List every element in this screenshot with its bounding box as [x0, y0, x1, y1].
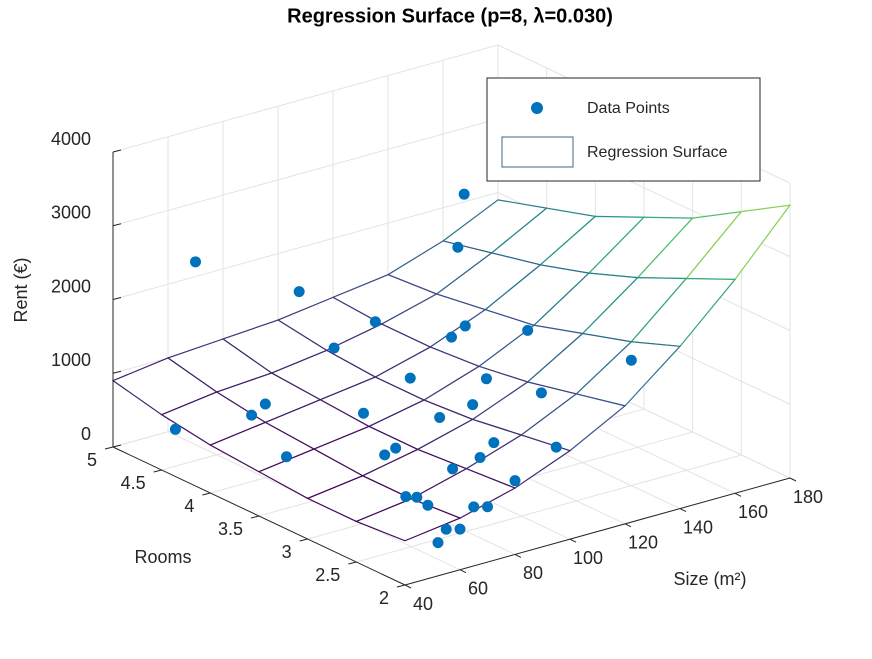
- data-point: [422, 499, 434, 511]
- tick-mark: [734, 492, 742, 497]
- data-point: [535, 387, 547, 399]
- tick-mark: [624, 523, 632, 528]
- data-point: [400, 491, 412, 503]
- data-point: [379, 449, 391, 461]
- data-point: [509, 475, 521, 487]
- surface: [111, 199, 792, 542]
- tick-mark: [514, 553, 522, 558]
- x-tick-label: 60: [468, 578, 488, 598]
- y-tick-label: 2.5: [315, 565, 340, 585]
- data-point: [369, 316, 381, 328]
- y-axis-title: Rooms: [134, 547, 191, 567]
- data-point: [488, 437, 500, 449]
- z-tick-label: 0: [81, 424, 91, 444]
- x-tick-label: 140: [683, 517, 713, 537]
- axis-line: [404, 477, 791, 586]
- z-tick-label: 2000: [51, 276, 91, 296]
- legend-label: Regression Surface: [587, 144, 728, 161]
- tick-mark: [250, 515, 260, 519]
- z-tick-label: 4000: [51, 129, 91, 149]
- x-tick-label: 40: [413, 594, 433, 614]
- y-tick-label: 3: [282, 542, 292, 562]
- legend-label: Data Points: [587, 100, 670, 117]
- tick-mark: [348, 561, 357, 565]
- data-point: [474, 452, 486, 464]
- data-point: [446, 331, 457, 343]
- x-tick-label: 160: [738, 502, 768, 522]
- legend-swatch: [501, 136, 574, 168]
- tick-mark: [153, 469, 162, 473]
- data-point: [454, 523, 466, 535]
- x-tick-label: 180: [793, 487, 823, 507]
- data-point: [482, 501, 493, 513]
- surface-cell: [354, 498, 462, 542]
- x-tick-label: 100: [573, 548, 603, 568]
- x-tick-label: 120: [628, 533, 658, 553]
- grid-line: [112, 44, 499, 153]
- tick-mark: [789, 477, 797, 482]
- points: [169, 188, 637, 549]
- data-point: [411, 491, 423, 503]
- data-point: [434, 412, 446, 424]
- data-point: [480, 373, 492, 385]
- data-point: [452, 241, 464, 253]
- tick-mark: [202, 492, 211, 496]
- data-point: [522, 324, 534, 336]
- data-point: [190, 256, 201, 268]
- grid-line: [356, 454, 742, 563]
- data-point: [468, 501, 480, 513]
- data-point: [458, 188, 470, 200]
- data-point: [246, 409, 258, 421]
- tick-mark: [112, 444, 122, 448]
- data-point: [390, 442, 402, 454]
- y-tick-label: 4.5: [121, 473, 146, 493]
- grid-line: [112, 118, 499, 227]
- data-point: [625, 354, 637, 366]
- grid-line: [112, 192, 499, 300]
- x-tick-label: 80: [523, 563, 543, 583]
- x-axis-title: Size (m²): [674, 569, 747, 589]
- z-axis-title: Rent (€): [11, 257, 31, 322]
- z-tick-label: 3000: [51, 203, 91, 223]
- z-tick-label: 1000: [51, 350, 91, 370]
- data-point: [550, 441, 562, 453]
- y-tick-label: 5: [87, 450, 97, 470]
- axes: 0 1000 2000 3000 4000 2 2.5 3 3.5 4 4.5 5 40 60 80 100 1…: [51, 129, 823, 614]
- data-point: [467, 399, 479, 411]
- data-point: [281, 451, 292, 463]
- chart-title: Regression Surface (p=8, λ=0.030): [287, 5, 613, 27]
- legend: Data Points Regression Surface: [486, 77, 761, 182]
- y-tick-label: 3.5: [218, 519, 243, 539]
- data-point: [358, 407, 369, 419]
- tick-mark: [679, 508, 687, 513]
- y-tick-label: 2: [379, 588, 389, 608]
- data-point: [459, 320, 471, 332]
- y-tick-label: 4: [184, 496, 194, 516]
- data-point: [328, 342, 340, 354]
- data-point: [432, 537, 444, 549]
- tick-mark: [104, 446, 114, 450]
- data-point: [259, 398, 271, 410]
- tick-mark: [112, 297, 122, 300]
- data-point: [440, 523, 452, 535]
- data-point: [447, 463, 459, 475]
- tick-mark: [112, 223, 122, 227]
- tick-mark: [396, 584, 406, 588]
- legend-marker: [531, 102, 543, 114]
- tick-mark: [459, 569, 467, 574]
- tick-mark: [569, 538, 577, 543]
- tick-mark: [112, 149, 122, 153]
- data-point: [293, 286, 305, 298]
- tick-mark: [299, 538, 308, 542]
- data-point: [404, 372, 416, 384]
- data-point: [169, 423, 181, 435]
- tick-mark: [112, 370, 122, 374]
- tick-mark: [404, 584, 412, 589]
